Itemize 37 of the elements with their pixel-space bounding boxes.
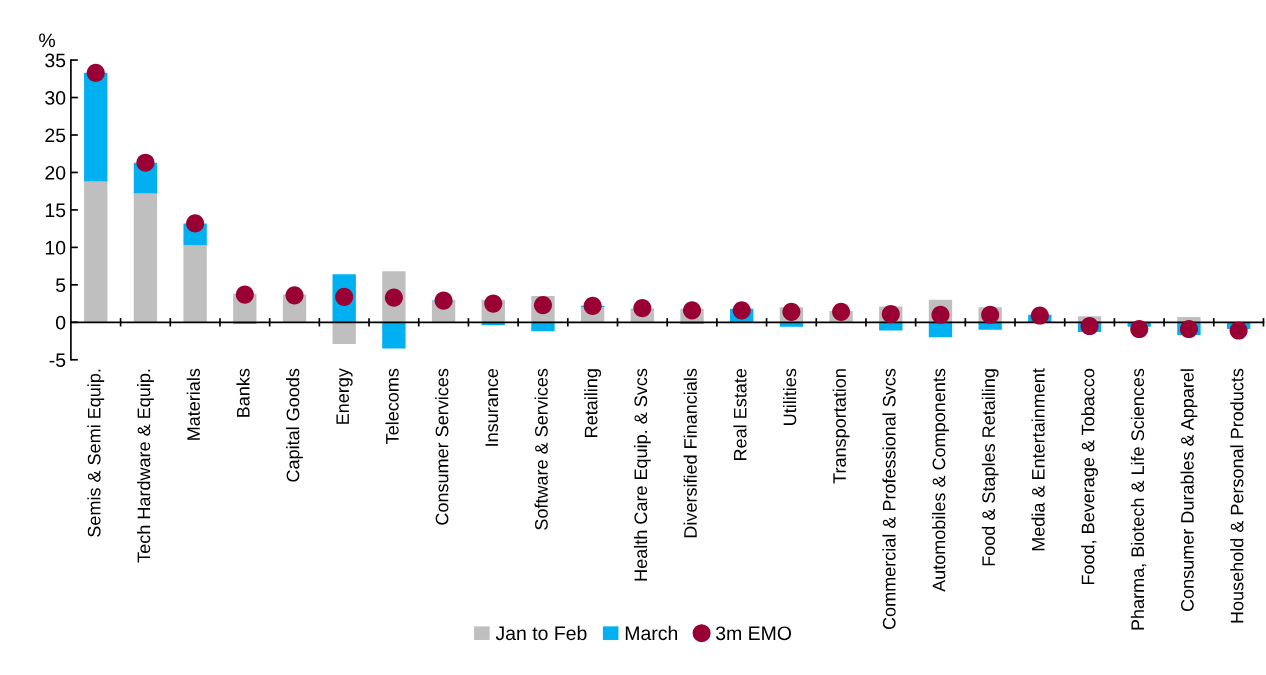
y-axis-title: % [39,33,55,48]
x-tick-label: Insurance [485,368,499,446]
x-tick-label: Household & Personal Products [1230,368,1244,623]
x-tick-label: Food, Beverage & Tobacco [1081,368,1098,585]
x-tick-label: Semis & Semi Equip. [87,369,105,537]
x-tick-label: Transportation [832,369,850,484]
x-tick-label: Media & Entertainment [1031,368,1045,551]
x-tick-label: Banks [236,368,250,417]
y-tick-label: 10 [45,240,66,255]
x-tick-label: Tech Hardware & Equip. [137,369,154,563]
y-tick-label: 15 [45,203,66,218]
x-tick-label: Diversified Financials [683,368,697,538]
x-tick-label: Retailing [584,369,602,437]
x-tick-label: Telecoms [385,368,399,444]
x-tick-label: Health Care Equip. & Svcs [633,368,651,581]
legend-label: March [625,625,678,641]
x-tick-label: Pharma, Biotech & Life Sciences [1130,368,1147,630]
x-tick-label: Food & Staples Retailing [981,369,999,566]
x-tick-label: Real Estate [733,368,747,460]
y-tick-label: 20 [45,165,66,180]
legend-label: Jan to Feb [495,625,587,641]
x-tick-label: Capital Goods [286,368,303,482]
x-tick-label: Utilities [782,368,797,425]
x-tick-label: Consumer Durables & Apparel [1180,369,1198,612]
legend-label: 3m EMO [715,626,792,641]
x-tick-label: Automobiles & Components [932,368,949,592]
y-tick-label: 0 [55,315,66,330]
x-tick-label: Commercial & Professional Svcs [882,368,896,630]
y-tick-label: 5 [56,278,66,293]
x-tick-label: Energy [336,368,353,424]
y-tick-label: 35 [45,53,66,68]
y-tick-label: 25 [45,128,66,143]
x-tick-label: Software & Services [534,368,548,530]
y-tick-label: 30 [45,91,66,105]
x-tick-label: Consumer Services [435,368,449,525]
y-tick-label: -5 [49,353,66,368]
x-tick-label: Materials [186,368,200,440]
